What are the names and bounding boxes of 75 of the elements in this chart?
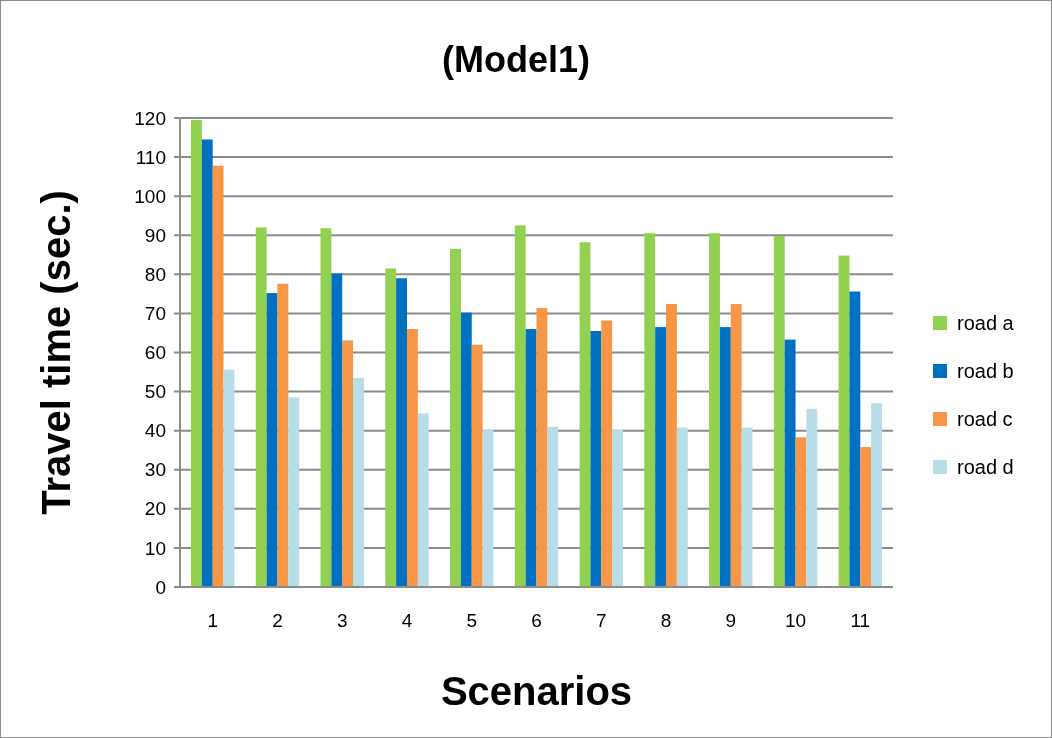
- bar: [460, 312, 472, 587]
- bar: [676, 427, 688, 587]
- x-tick-label: 5: [466, 610, 478, 631]
- bar: [536, 307, 548, 587]
- bar: [331, 273, 343, 587]
- bar: [795, 437, 807, 587]
- bar: [860, 447, 872, 587]
- x-tick-label: 4: [401, 610, 413, 631]
- x-tick-label: 10: [784, 610, 807, 631]
- y-tick-label: 0: [155, 576, 166, 598]
- y-tick-label: 50: [144, 381, 166, 403]
- bar: [644, 233, 656, 587]
- x-tick-label: 3: [336, 610, 348, 631]
- bar: [288, 397, 300, 587]
- bar: [709, 233, 720, 587]
- bar: [191, 119, 202, 587]
- bar: [320, 228, 332, 587]
- x-tick-label: 1: [207, 610, 218, 631]
- y-tick-label: 60: [144, 342, 166, 364]
- bar: [471, 344, 483, 587]
- y-tick-label: 20: [144, 498, 166, 520]
- bar: [666, 304, 677, 587]
- bar: [849, 291, 861, 587]
- bar: [773, 236, 785, 587]
- bar: [353, 377, 364, 587]
- legend-label: road a: [957, 312, 1015, 334]
- bar: [730, 304, 742, 587]
- chart-title: (Model1): [442, 39, 590, 80]
- x-tick-label: 9: [725, 610, 737, 631]
- bar: [547, 426, 559, 587]
- bar: [212, 165, 224, 587]
- bar: [784, 339, 796, 587]
- x-tick-label: 11: [850, 610, 871, 631]
- legend-label: road b: [957, 360, 1014, 382]
- y-tick-label: 110: [135, 146, 166, 168]
- bar: [482, 429, 494, 587]
- bar: [514, 225, 526, 587]
- bar: [741, 427, 753, 587]
- y-tick-label: 80: [144, 263, 166, 285]
- bar: [417, 413, 429, 587]
- bar: [255, 227, 267, 587]
- bar: [590, 331, 602, 587]
- bar: [406, 329, 418, 587]
- y-tick-label: 120: [134, 107, 166, 129]
- bar: [396, 278, 407, 587]
- bar: [525, 329, 537, 587]
- bar: [579, 242, 591, 587]
- legend-label: road c: [957, 408, 1013, 430]
- y-tick-label: 70: [144, 303, 166, 325]
- legend-label: road d: [957, 456, 1014, 478]
- bar: [612, 429, 623, 587]
- bar: [601, 320, 613, 587]
- y-tick-label: 100: [134, 185, 166, 207]
- y-tick-label: 10: [144, 537, 166, 559]
- x-tick-label: 2: [272, 610, 283, 631]
- bar: [655, 327, 667, 587]
- bar: [201, 139, 213, 587]
- bar: [806, 408, 818, 587]
- bar: [871, 403, 882, 587]
- x-tick-label: 8: [660, 610, 672, 631]
- bar: [342, 340, 354, 587]
- bar: [385, 268, 397, 587]
- bar: [450, 248, 461, 587]
- y-tick-label: 40: [144, 420, 166, 442]
- bar: [266, 293, 278, 587]
- y-axis-title: Travel time (sec.): [34, 190, 78, 515]
- bar: [277, 283, 289, 587]
- bar: [223, 369, 235, 587]
- y-tick-label: 90: [144, 224, 166, 246]
- x-tick-label: 6: [531, 610, 542, 631]
- bar: [838, 255, 850, 587]
- bar: [719, 327, 731, 587]
- y-tick-label: 30: [144, 459, 166, 481]
- x-axis-title: Scenarios: [440, 669, 633, 713]
- x-tick-label: 7: [595, 610, 607, 631]
